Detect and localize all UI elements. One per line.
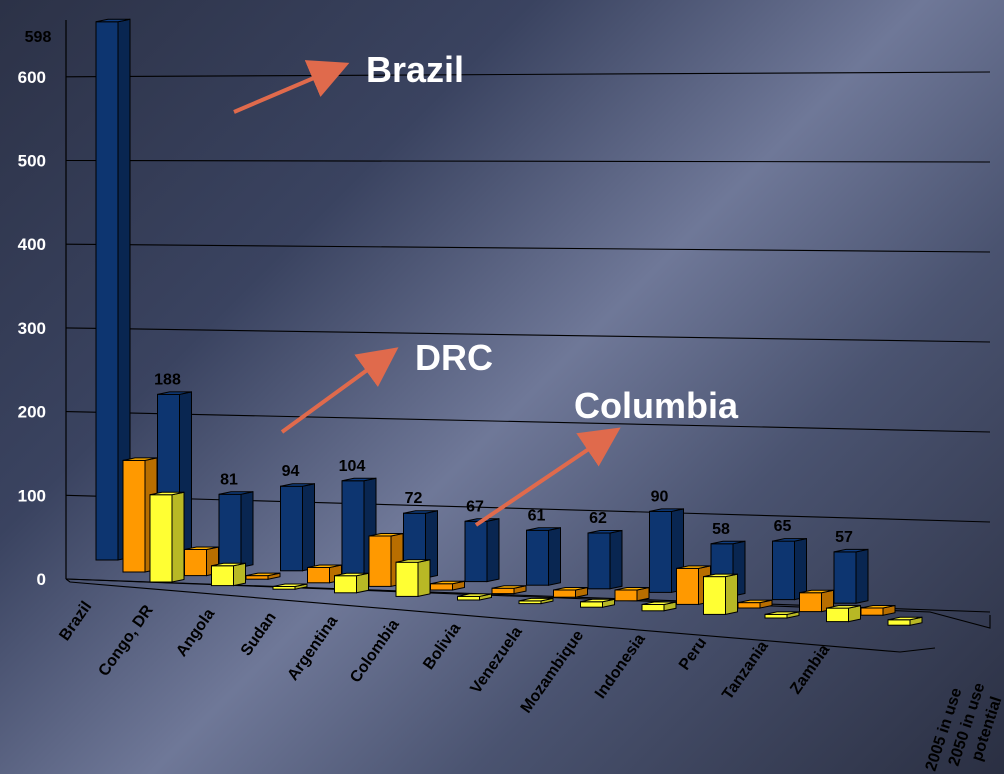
category-label: Tanzania [719,638,772,703]
bar-potential-angola [218,491,254,568]
annotation-label: Columbia [574,385,739,426]
floor-front-edge [65,578,936,653]
y-axis: 0 100 200 300 400 500 600 [18,20,67,589]
bar-potential-bolivia [464,518,500,583]
gridline [65,243,991,253]
category-label: Peru [676,635,710,674]
bar-2005-in-use-tanzania [826,604,861,623]
category-label: Zambia [787,642,833,698]
bar-2005-in-use-brazil [149,491,185,583]
data-label: 598 [25,29,52,46]
y-tick-label: 0 [37,570,46,589]
annotations: Brazil DRC Columbia [233,49,739,527]
bar-2050-in-use-bolivia [491,585,527,595]
annotation-label: DRC [415,337,493,378]
annotation-label: Brazil [366,49,464,90]
y-tick-label: 400 [18,235,46,254]
bar-2005-in-use-sudan [334,572,369,594]
bar-potential-sudan [280,483,315,572]
data-label: 57 [835,529,853,546]
data-label: 58 [712,521,730,538]
bar-potential-mozambique [587,529,623,590]
category-label: Argentina [285,613,342,684]
category-label: Colombia [347,616,403,686]
annotation-arrow [474,427,621,527]
bar-2050-in-use-zambia [860,604,896,616]
y-tick-label: 600 [18,68,46,87]
data-label: 67 [466,498,484,515]
bar-2050-in-use-angola [245,572,281,580]
y-tick-label: 500 [18,152,46,171]
data-label: 62 [589,510,607,527]
data-label: 65 [774,518,792,535]
bar-potential-tanzania [772,537,807,601]
bar-potential-brazil [95,18,131,561]
floor-edge [65,578,991,629]
data-label: 81 [220,471,238,488]
bar-2005-in-use-argentina [395,559,431,598]
category-label: Congo, DR [95,602,157,680]
gridline [65,411,991,433]
bar-potential-zambia [833,548,869,604]
data-label: 61 [528,507,546,524]
bar-2050-in-use-mozambique [614,586,650,602]
category-labels: Brazil Congo, DR Angola Sudan Argentina Colom… [56,599,833,717]
category-label: Mozambique [518,627,588,716]
bar-2005-in-use-colombia [457,593,492,601]
bar-2050-in-use-colombia [430,580,465,591]
category-label: Indonesia [592,631,649,702]
bar-2050-in-use-venezuela [553,586,588,598]
y-tick-label: 200 [18,403,46,422]
bar-2005-in-use-peru [764,611,800,619]
bar-2005-in-use-bolivia [518,597,554,605]
annotation-arrow [233,60,350,114]
bar-2005-in-use-venezuela [580,598,615,608]
gridline [65,71,991,78]
gridline [65,327,991,343]
gridline [65,159,991,163]
category-label: Angola [173,606,218,660]
data-label: 72 [405,490,423,507]
category-label: Venezuela [467,624,525,697]
category-label: Sudan [238,609,280,659]
bar-potential-venezuela [526,527,561,586]
data-label: 188 [154,371,181,388]
data-label: 94 [282,463,300,480]
annotation-arrow [280,347,399,434]
bar-2050-in-use-peru [737,599,773,609]
category-label: Bolivia [420,620,464,673]
data-labels: 598 188 81 94 104 72 67 61 62 90 58 65 57 [25,29,853,546]
bar-2005-in-use-mozambique [641,601,677,612]
chart-floor [65,578,991,653]
bar-2005-in-use-congo-dr [211,562,246,587]
y-tick-label: 100 [18,486,46,505]
data-label: 104 [339,458,366,475]
bar-2005-in-use-angola [272,583,308,590]
data-label: 90 [651,488,669,505]
bar-2050-in-use-tanzania [799,589,834,613]
bar-2050-in-use-sudan [307,564,342,584]
bars [95,18,923,626]
category-label: Brazil [56,599,95,644]
bar-2005-in-use-zambia [887,616,923,626]
y-tick-label: 300 [18,319,46,338]
bar-2005-in-use-indonesia [703,573,738,616]
